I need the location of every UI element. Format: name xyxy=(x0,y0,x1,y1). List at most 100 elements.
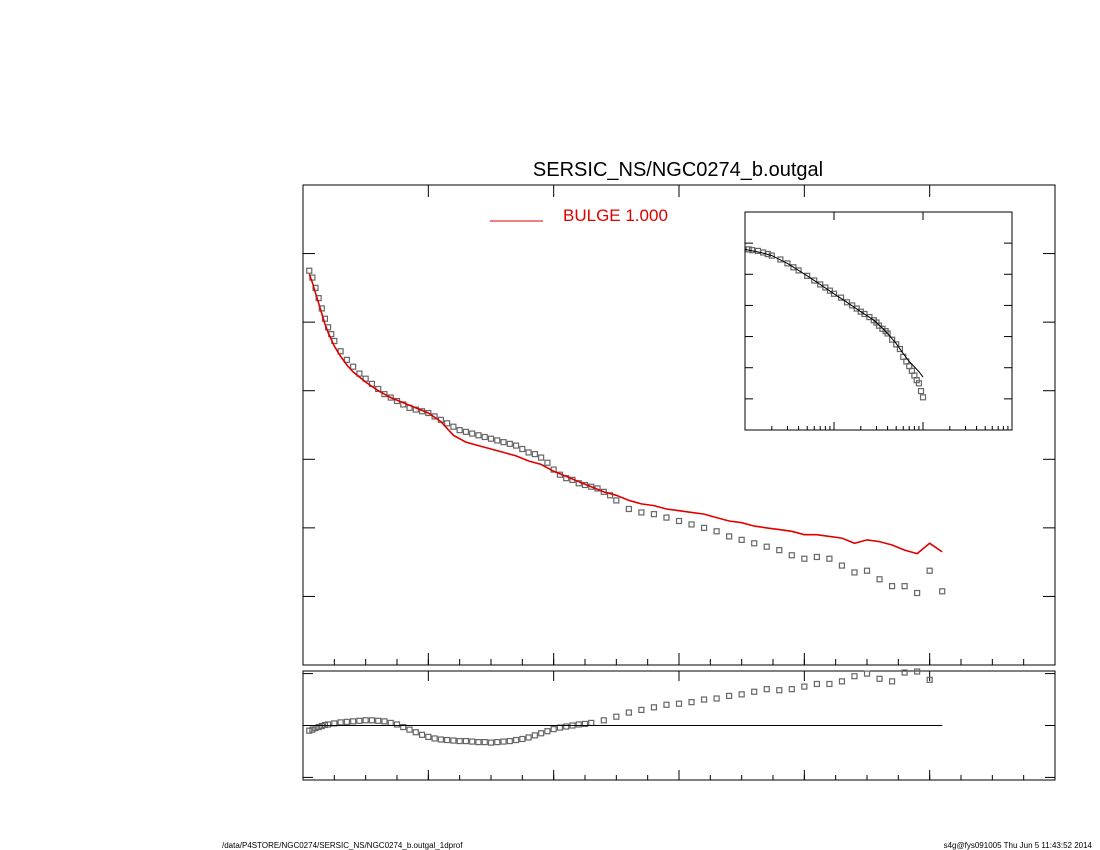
legend-label: BULGE 1.000 xyxy=(563,206,668,225)
residual-data-point xyxy=(315,723,322,731)
residual-data-point xyxy=(456,737,463,745)
main-data-point xyxy=(713,528,720,535)
main-frame xyxy=(302,184,1056,666)
main-data-point xyxy=(469,430,476,437)
main-data-point xyxy=(939,588,946,595)
inset-data-point xyxy=(777,256,784,263)
residual-data-point xyxy=(309,726,316,733)
inset-data-point xyxy=(896,345,903,353)
main-data-point xyxy=(675,517,683,525)
main-data-point xyxy=(512,442,520,449)
inset-data-point xyxy=(889,336,896,343)
residual-data-point xyxy=(356,717,363,724)
main-data-point xyxy=(650,511,658,518)
residual-data-point xyxy=(343,718,350,725)
residual-data-point xyxy=(469,738,476,745)
residual-data-point xyxy=(450,737,457,744)
residual-data-point xyxy=(406,726,413,733)
residual-data-point xyxy=(321,721,329,729)
inset-data-point xyxy=(861,310,868,318)
main-data-point xyxy=(851,569,858,576)
residual-data-point xyxy=(368,717,376,724)
residual-data-point xyxy=(581,720,589,728)
footer-path: /data/P4STORE/NGC0274/SERSIC_NS/NGC0274_… xyxy=(222,841,463,850)
main-data-point xyxy=(901,583,908,590)
main-data-point xyxy=(588,483,595,490)
residual-data-point xyxy=(751,688,758,695)
residual-data-point xyxy=(375,717,382,724)
main-data-point xyxy=(444,420,451,427)
residual-data-point xyxy=(525,734,532,741)
legend: BULGE 1.000 xyxy=(490,206,668,225)
main-data-point xyxy=(926,567,933,574)
residual-data-point xyxy=(362,717,369,724)
residual-data-point xyxy=(400,723,407,731)
inset-data-point xyxy=(915,380,923,387)
main-data-point xyxy=(876,576,883,583)
inset-data-point xyxy=(826,287,834,294)
residual-data-point xyxy=(675,700,683,707)
main-data-point xyxy=(525,449,532,456)
inset-data-point xyxy=(811,277,818,284)
residual-data-point xyxy=(387,719,394,727)
residual-data-point xyxy=(306,727,313,734)
residual-data-point xyxy=(337,719,344,726)
residual-data-point xyxy=(638,706,645,714)
residual-data-point xyxy=(425,733,432,741)
main-data-point xyxy=(813,553,820,561)
residual-data-point xyxy=(418,731,426,738)
residual-data-point xyxy=(876,675,883,682)
residual-data-point xyxy=(688,699,695,706)
residual-data-point xyxy=(462,737,470,745)
inset-data-point xyxy=(837,294,845,301)
residual-data-point xyxy=(506,737,513,745)
main-data-point xyxy=(788,552,795,559)
main-data-point xyxy=(763,543,770,550)
main-data-point xyxy=(425,409,432,417)
residual-data-point xyxy=(431,735,438,742)
residual-data-point xyxy=(863,670,871,677)
main-data-point xyxy=(450,423,457,430)
main-data-point xyxy=(531,451,538,458)
inset-data-point xyxy=(875,322,883,329)
residual-data-point xyxy=(531,732,538,739)
residual-data-point xyxy=(851,673,858,680)
footer-timestamp: s4g@fys091005 Thu Jun 5 11:43:52 2014 xyxy=(944,841,1093,850)
main-data-point xyxy=(726,533,733,540)
residual-data-point xyxy=(318,722,325,730)
residual-data-point xyxy=(550,726,557,733)
main-data-point xyxy=(613,497,620,504)
residual-data-point xyxy=(475,739,482,746)
inset-data-point xyxy=(830,290,838,297)
residual-data-point xyxy=(324,721,332,728)
residual-data-point xyxy=(600,717,607,724)
residual-data-point xyxy=(650,704,658,711)
main-data-point xyxy=(350,363,357,370)
main-data-point xyxy=(387,394,394,401)
residual-data-point xyxy=(588,719,595,727)
inset-data-point xyxy=(790,264,797,271)
main-data-point xyxy=(914,589,921,597)
main-data-point xyxy=(519,445,526,453)
residual-data-point xyxy=(700,696,708,703)
residual-data-point xyxy=(801,683,808,690)
residual-data-point xyxy=(437,736,444,743)
residual-data-point xyxy=(350,718,357,725)
residual-data-point xyxy=(500,738,507,745)
main-data-point xyxy=(688,521,695,528)
main-data-point xyxy=(462,428,470,435)
main-data-point xyxy=(321,315,329,322)
main-data-point xyxy=(663,514,670,521)
residual-data-point xyxy=(444,736,451,744)
main-data-point xyxy=(625,505,632,513)
main-data-point xyxy=(306,267,313,274)
residual-data-point xyxy=(625,709,632,716)
residual-data-point xyxy=(563,723,570,730)
inset-model-line xyxy=(744,248,924,378)
residual-data-point xyxy=(763,686,770,693)
inset-data-point xyxy=(795,267,802,274)
inset-data-point xyxy=(849,302,856,309)
inset-data-point xyxy=(866,314,873,321)
main-data-point xyxy=(456,427,463,434)
main-data-point xyxy=(544,459,551,466)
